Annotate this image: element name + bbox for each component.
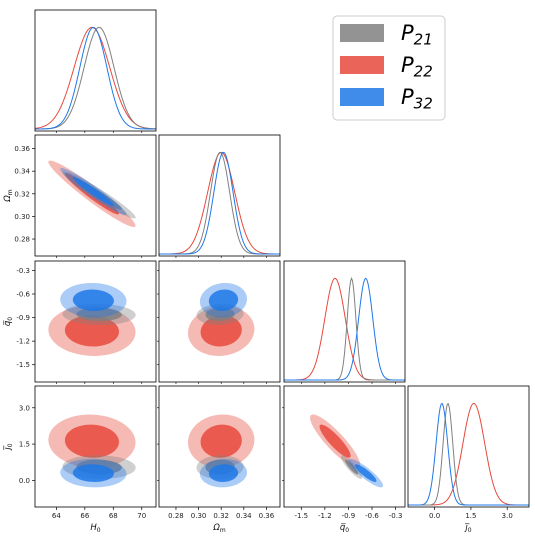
contour-68-P32 <box>208 289 239 312</box>
legend-label-P22: P22 <box>401 53 433 81</box>
y-tick-label: 0.36 <box>14 145 30 153</box>
contour-68-P32 <box>72 176 114 207</box>
legend-swatch-P32 <box>340 88 384 106</box>
y-tick-label: -0.3 <box>16 267 30 275</box>
x-tick-label: -0.9 <box>342 512 356 520</box>
x-tick-label: -1.5 <box>294 512 308 520</box>
marginal-H0-P22 <box>35 26 156 130</box>
y-tick-label: -1.2 <box>16 338 30 346</box>
x-tick-label: -1.2 <box>318 512 332 520</box>
panel-frame <box>158 260 281 383</box>
y-tick-label: 3.0 <box>19 404 30 412</box>
x-tick-label: 0.34 <box>236 512 252 520</box>
y-axis-label-q0: q̅0 <box>3 317 14 326</box>
marginal-j0-P21 <box>408 403 529 506</box>
contour-68-P22 <box>64 315 119 347</box>
panel-H0-H0 <box>34 9 157 133</box>
y-axis-label-Om: Ωm <box>3 189 14 203</box>
contour-68-P32 <box>208 464 239 482</box>
y-tick-label: 0.30 <box>14 213 30 221</box>
panel-q0-q0 <box>283 260 406 384</box>
panel-frame <box>34 260 157 383</box>
x-tick-label: 0.32 <box>213 512 229 520</box>
y-tick-label: -0.6 <box>16 291 30 299</box>
x-tick-label: 0.0 <box>429 512 440 520</box>
x-tick-label: 0.30 <box>191 512 207 520</box>
legend-label-P32: P32 <box>401 85 433 113</box>
y-tick-label: -1.5 <box>16 361 30 369</box>
marginal-H0-P32 <box>35 26 156 130</box>
contour-68-P32 <box>354 464 377 482</box>
x-axis-label-q0: q̅0 <box>340 523 349 534</box>
contour-68-P32 <box>72 289 114 312</box>
panel-frame <box>34 9 157 132</box>
contour-68-P22 <box>319 424 351 458</box>
panel-q0-H0: -1.5 -1.2 -0.9 -0.6 -0.3 q̅0 <box>3 260 157 384</box>
panel-Om-H0: 0.28 0.30 0.32 0.34 0.36 Ωm <box>3 134 157 258</box>
x-tick-label: 66 <box>80 512 89 520</box>
legend: P21 P22 P32 <box>332 15 446 121</box>
panel-frame <box>283 260 406 383</box>
panel-frame <box>283 385 406 508</box>
panel-frame <box>34 134 157 257</box>
panel-frame <box>158 134 281 257</box>
marginal-q0-P22 <box>284 277 405 381</box>
contour-68-P22 <box>200 424 242 458</box>
legend-swatch-P21 <box>340 24 384 42</box>
contour-68-P21 <box>345 459 359 475</box>
x-axis-label-j0: j̅0 <box>464 523 471 534</box>
marginal-Om-P32 <box>159 151 280 255</box>
panel-frame <box>34 385 157 508</box>
panel-Om-Om <box>158 134 281 258</box>
marginal-j0-P32 <box>408 402 529 506</box>
y-tick-label: 1.5 <box>19 441 30 449</box>
y-tick-label: -0.9 <box>16 314 30 322</box>
panel-j0-q0: -1.5 -1.2 -0.9 -0.6 -0.3 q̅0 <box>282 385 406 534</box>
marginal-j0-P22 <box>408 402 529 506</box>
legend-swatch-P22 <box>340 56 384 74</box>
panel-j0-Om: 0.28 0.30 0.32 0.34 0.36 Ωm <box>157 385 281 534</box>
contour-68-P21 <box>205 307 235 321</box>
y-tick-label: 0.0 <box>19 477 30 485</box>
legend-label-P21: P21 <box>401 21 433 49</box>
x-axis-label-Om: Ωm <box>212 523 226 534</box>
marginal-q0-P32 <box>284 277 405 381</box>
x-tick-label: -0.6 <box>365 512 379 520</box>
contour-68-P32 <box>72 464 114 482</box>
panel-j0-H0: 64 66 68 70 H0 0.0 1.5 3.0 j̅0 <box>3 385 157 534</box>
x-tick-label: 0.36 <box>259 512 275 520</box>
x-tick-label: 3.0 <box>502 512 513 520</box>
x-tick-label: -0.3 <box>389 512 403 520</box>
panel-j0-j0: 0.0 1.5 3.0 j̅0 <box>407 385 530 534</box>
panel-q0-Om <box>157 260 281 384</box>
y-tick-label: 0.32 <box>14 190 30 198</box>
panel-frame <box>407 385 530 508</box>
x-tick-label: 0.28 <box>168 512 184 520</box>
y-tick-label: 0.28 <box>14 236 30 244</box>
panel-frame <box>158 385 281 508</box>
y-axis-label-j0: j̅0 <box>3 443 14 450</box>
x-tick-label: 68 <box>109 512 118 520</box>
x-tick-label: 1.5 <box>465 512 476 520</box>
marginal-Om-P21 <box>159 151 280 255</box>
marginal-H0-P21 <box>35 26 156 130</box>
contour-68-P22 <box>200 315 242 347</box>
x-tick-label: 70 <box>137 512 146 520</box>
x-axis-label-H0: H0 <box>90 523 100 534</box>
x-tick-label: 64 <box>52 512 61 520</box>
marginal-Om-P22 <box>159 151 280 255</box>
contour-68-P21 <box>76 307 122 321</box>
contour-68-P22 <box>64 424 119 458</box>
marginal-q0-P21 <box>284 276 405 381</box>
y-tick-label: 0.34 <box>14 168 30 176</box>
